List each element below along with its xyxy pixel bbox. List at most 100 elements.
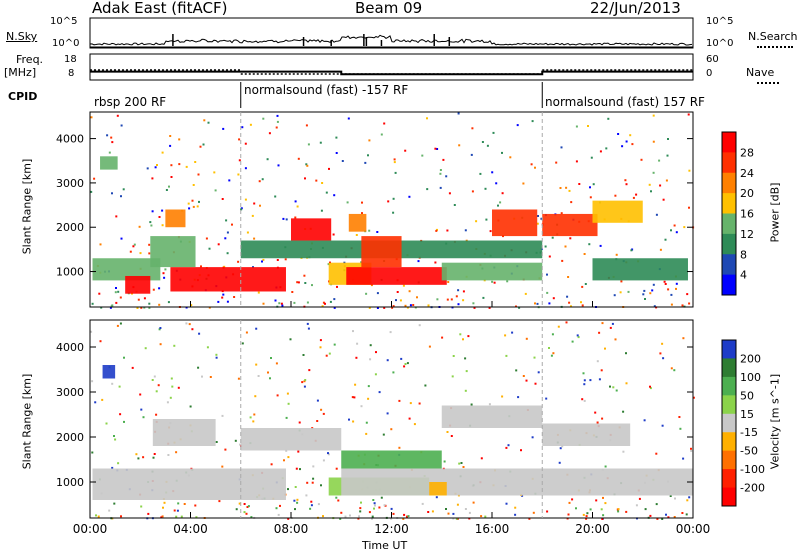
scatter-point bbox=[530, 163, 533, 166]
scatter-point bbox=[394, 171, 397, 174]
scatter-point bbox=[516, 124, 519, 127]
scatter-point bbox=[356, 342, 359, 345]
scatter-point bbox=[161, 209, 164, 212]
scatter-point bbox=[233, 296, 236, 298]
scatter-point bbox=[457, 289, 460, 292]
scatter-point bbox=[140, 505, 143, 508]
scatter-point bbox=[340, 511, 343, 514]
scatter-point bbox=[559, 447, 562, 450]
scatter-point bbox=[604, 502, 607, 505]
scatter-point bbox=[640, 158, 643, 161]
scatter-point bbox=[115, 301, 118, 304]
scatter-point bbox=[467, 335, 470, 338]
scatter-point bbox=[408, 417, 411, 420]
scatter-point bbox=[511, 331, 514, 334]
scatter-point bbox=[546, 291, 549, 294]
scatter-point bbox=[681, 512, 684, 514]
scatter-point bbox=[251, 214, 254, 217]
cpid-segment-1: rbsp 200 RF bbox=[94, 95, 167, 109]
scatter-point bbox=[624, 179, 627, 182]
scatter-point bbox=[643, 289, 646, 292]
scatter-point bbox=[297, 157, 300, 160]
scatter-point bbox=[321, 305, 324, 308]
scatter-point bbox=[583, 399, 586, 402]
scatter-point bbox=[504, 334, 507, 337]
scatter-point bbox=[589, 379, 592, 382]
scatter-point bbox=[140, 408, 143, 411]
scatter-point bbox=[337, 499, 340, 502]
scatter-point bbox=[581, 398, 584, 401]
scatter-point bbox=[120, 515, 122, 518]
scatter-point bbox=[167, 301, 170, 304]
scatter-point bbox=[375, 351, 377, 354]
scatter-point bbox=[675, 287, 677, 290]
scatter-point bbox=[91, 451, 94, 454]
scatter-point bbox=[484, 515, 487, 518]
scatter-point bbox=[287, 488, 289, 491]
scatter-point bbox=[238, 138, 241, 141]
scatter-point bbox=[94, 401, 97, 404]
scatter-point bbox=[612, 386, 615, 389]
scatter-point bbox=[392, 211, 395, 214]
scatter-point bbox=[188, 323, 191, 326]
scatter-point bbox=[160, 516, 163, 519]
scatter-point bbox=[266, 158, 269, 161]
scatter-point bbox=[451, 375, 454, 378]
scatter-point bbox=[445, 175, 448, 178]
scatter-point bbox=[132, 245, 135, 248]
echo-region bbox=[92, 258, 161, 281]
scatter-point bbox=[348, 418, 350, 421]
scatter-point bbox=[177, 502, 180, 505]
scatter-point bbox=[253, 202, 256, 205]
xtick-label: 20:00 bbox=[575, 522, 610, 536]
scatter-point bbox=[644, 508, 647, 511]
scatter-point bbox=[118, 385, 121, 388]
scatter-point bbox=[148, 306, 151, 309]
scatter-point bbox=[222, 293, 225, 296]
scatter-point bbox=[625, 140, 628, 143]
echo-region bbox=[100, 156, 118, 170]
scatter-point bbox=[408, 195, 411, 198]
scatter-point bbox=[525, 337, 528, 340]
freq-label: Freq. bbox=[16, 53, 44, 66]
scatter-point bbox=[482, 296, 485, 299]
scatter-point bbox=[688, 302, 691, 305]
scatter-point bbox=[571, 340, 574, 343]
scatter-point bbox=[380, 133, 383, 136]
scatter-point bbox=[221, 465, 224, 468]
scatter-point bbox=[600, 508, 603, 511]
scatter-point bbox=[525, 379, 528, 382]
scatter-point bbox=[409, 304, 412, 307]
scatter-point bbox=[522, 182, 525, 185]
scatter-point bbox=[238, 502, 241, 505]
power-colorbar-label: Power [dB] bbox=[768, 182, 782, 243]
scatter-point bbox=[135, 453, 138, 456]
scatter-point bbox=[120, 195, 122, 198]
colorbar-tick-label: 4 bbox=[740, 269, 747, 282]
scatter-point bbox=[138, 225, 141, 228]
scatter-point bbox=[421, 154, 424, 157]
scatter-point bbox=[250, 516, 253, 519]
scatter-point bbox=[445, 508, 447, 510]
scatter-point bbox=[472, 501, 475, 504]
colorbar-tick-label: -100 bbox=[740, 463, 765, 476]
scatter-point bbox=[368, 306, 371, 309]
scatter-point bbox=[152, 288, 155, 291]
echo-region bbox=[170, 267, 286, 292]
scatter-point bbox=[253, 237, 256, 240]
scatter-point bbox=[294, 508, 296, 511]
scatter-point bbox=[287, 402, 290, 405]
scatter-point bbox=[327, 453, 330, 456]
scatter-point bbox=[391, 306, 394, 309]
scatter-point bbox=[359, 510, 362, 513]
scatter-point bbox=[392, 371, 395, 374]
scatter-point bbox=[665, 513, 667, 516]
scatter-point bbox=[246, 506, 249, 508]
cpid-label: CPID bbox=[8, 90, 38, 103]
scatter-point bbox=[592, 183, 595, 186]
scatter-point bbox=[389, 331, 392, 334]
scatter-point bbox=[144, 347, 147, 350]
scatter-point bbox=[320, 408, 323, 411]
scatter-point bbox=[492, 131, 495, 134]
scatter-point bbox=[600, 369, 603, 372]
